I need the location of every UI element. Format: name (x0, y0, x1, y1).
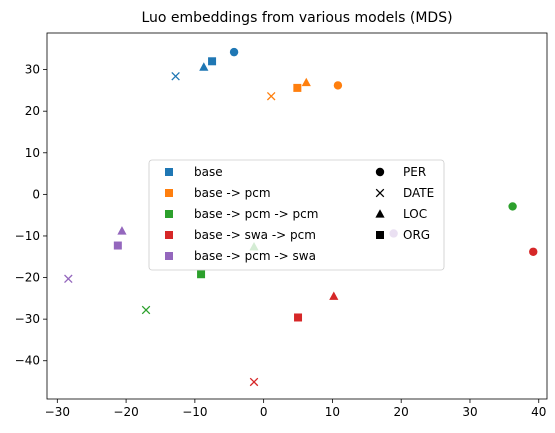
point-base-per (230, 48, 238, 56)
legend-label-base: base (194, 165, 223, 179)
legend-label-per: PER (403, 165, 426, 179)
point-base-pcm-pcm-per (508, 202, 516, 210)
point-base-loc (199, 62, 208, 70)
point-base-swa-pcm-org (294, 313, 302, 321)
y-tick-label: 0 (32, 187, 40, 201)
legend-swatch-base-pcm (165, 189, 173, 197)
point-base-pcm-swa-loc (117, 226, 126, 234)
point-base-pcm-swa-org (114, 242, 122, 250)
x-tick-label: −20 (113, 405, 138, 419)
legend-swatch-base-pcm-swa (165, 252, 173, 260)
legend-label-base-swa-pcm: base -> swa -> pcm (194, 228, 316, 242)
y-tick-label: −10 (15, 229, 40, 243)
y-tick-label: 30 (25, 63, 40, 77)
point-base-org (208, 57, 216, 65)
point-base-pcm-pcm-org (197, 270, 205, 278)
point-base-swa-pcm-loc (329, 291, 338, 299)
point-base-pcm-loc (302, 78, 311, 86)
legend-label-base-pcm: base -> pcm (194, 186, 271, 200)
x-tick-label: 0 (260, 405, 268, 419)
x-tick-label: 40 (531, 405, 546, 419)
y-tick-label: −40 (15, 354, 40, 368)
legend-label-org: ORG (403, 228, 430, 242)
x-tick-label: 10 (325, 405, 340, 419)
y-tick-label: −20 (15, 271, 40, 285)
legend-label-loc: LOC (403, 207, 427, 221)
x-tick-label: −30 (45, 405, 70, 419)
x-tick-label: 20 (394, 405, 409, 419)
x-tick-label: −10 (182, 405, 207, 419)
legend-swatch-base-pcm-pcm (165, 210, 173, 218)
point-base-pcm-swa-date (65, 275, 73, 283)
point-base-pcm-org (293, 84, 301, 92)
point-base-pcm-date (267, 92, 275, 100)
point-base-pcm-pcm-date (142, 306, 150, 314)
legend-marker-per (376, 168, 384, 176)
legend-label-date: DATE (403, 186, 434, 200)
y-axis: −40 −30 −20 −10 0 10 20 30 (15, 63, 47, 368)
legend: base base -> pcm base -> pcm -> pcm base ->… (149, 160, 444, 270)
x-axis: −30 −20 −10 0 10 20 30 40 (45, 399, 547, 419)
y-tick-label: 20 (25, 104, 40, 118)
point-base-swa-pcm-date (250, 378, 258, 386)
x-tick-label: 30 (462, 405, 477, 419)
point-base-swa-pcm-per (529, 248, 537, 256)
y-tick-label: −30 (15, 312, 40, 326)
legend-swatch-base-swa-pcm (165, 231, 173, 239)
legend-marker-org (376, 231, 384, 239)
point-base-pcm-per (334, 81, 342, 89)
legend-label-base-pcm-pcm: base -> pcm -> pcm (194, 207, 318, 221)
y-tick-label: 10 (25, 146, 40, 160)
chart-title: Luo embeddings from various models (MDS) (141, 10, 452, 26)
legend-swatch-base (165, 168, 173, 176)
point-base-date (172, 72, 180, 80)
legend-label-base-pcm-swa: base -> pcm -> swa (194, 249, 316, 263)
